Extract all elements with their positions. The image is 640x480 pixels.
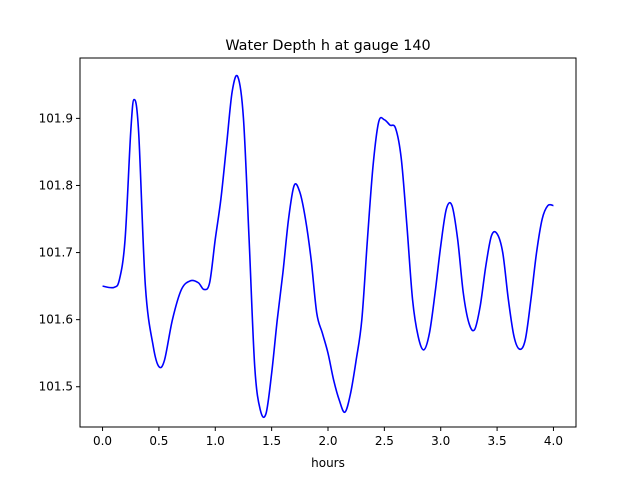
chart-title: Water Depth h at gauge 140 [225,38,430,54]
x-axis-label: hours [311,456,345,470]
x-tick-label: 2.0 [318,434,337,448]
y-tick-label: 101.8 [39,178,73,192]
y-tick-label: 101.7 [39,246,73,260]
x-tick-label: 3.0 [431,434,450,448]
y-tick-label: 101.6 [39,313,73,327]
x-tick-label: 3.5 [488,434,507,448]
x-tick-label: 1.5 [262,434,281,448]
x-tick-label: 2.5 [375,434,394,448]
x-tick-label: 4.0 [544,434,563,448]
y-tick-label: 101.9 [39,111,73,125]
x-tick-label: 0.5 [149,434,168,448]
x-tick-label: 0.0 [93,434,112,448]
y-tick-label: 101.5 [39,380,73,394]
x-tick-label: 1.0 [206,434,225,448]
